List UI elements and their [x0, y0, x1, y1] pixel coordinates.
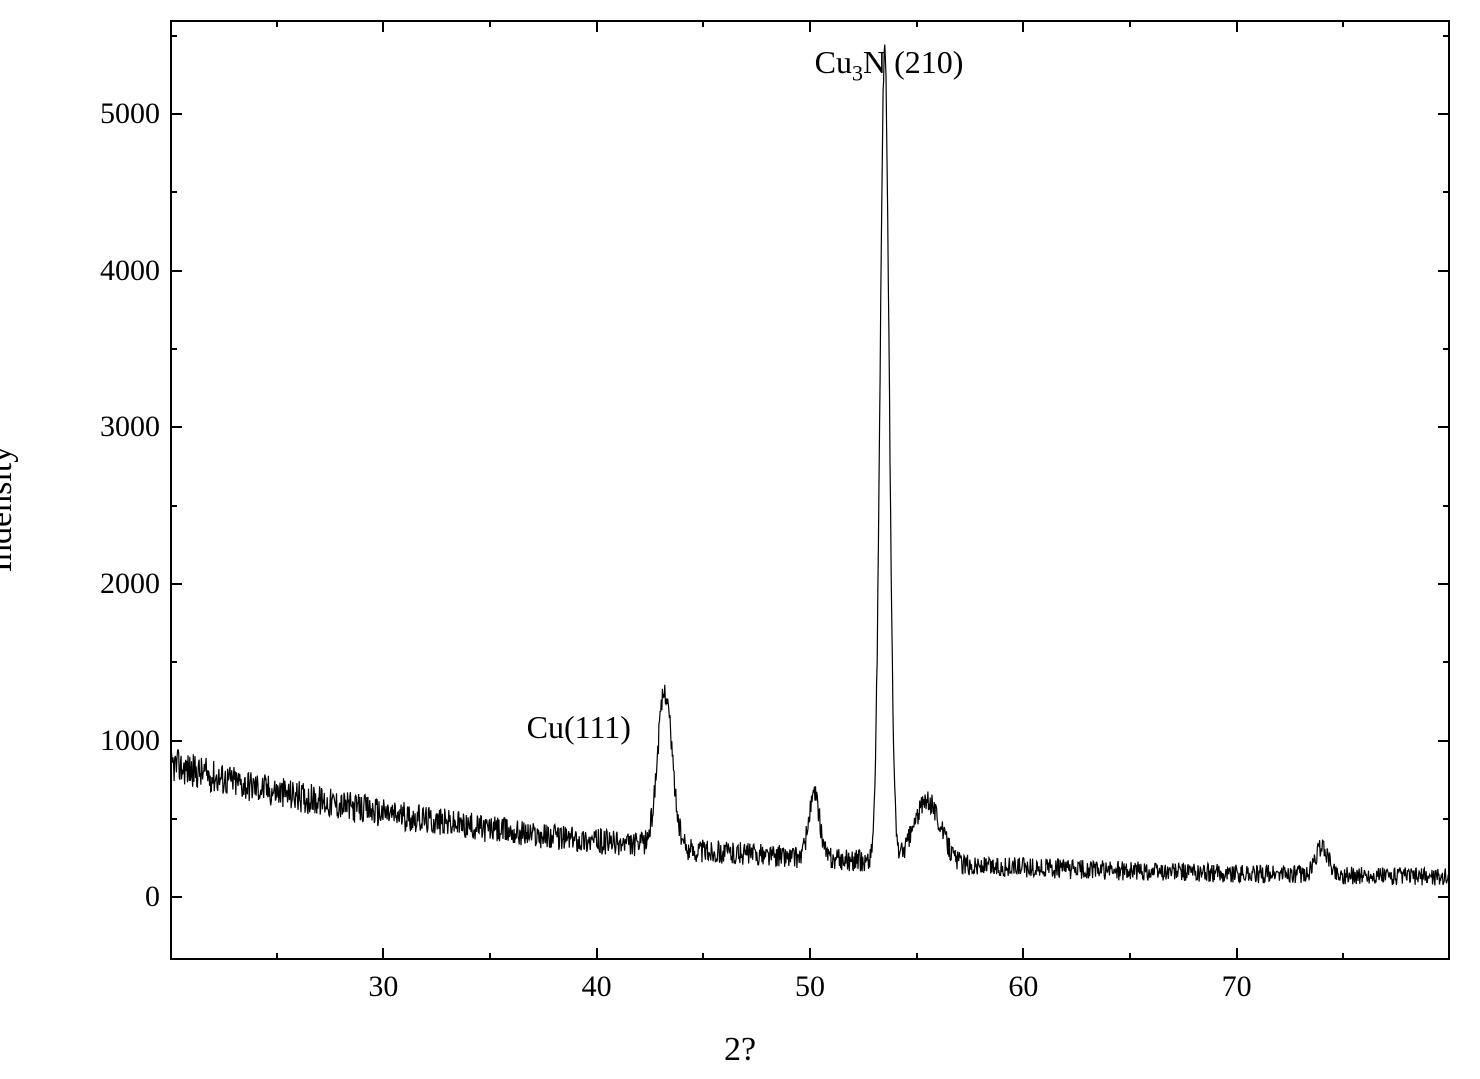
xrd-data-line [170, 20, 1450, 960]
x-tick-label: 70 [1222, 970, 1252, 1004]
y-tick-label: 0 [145, 880, 160, 914]
x-tick-label: 30 [368, 970, 398, 1004]
peak-label: Cu3N (210) [815, 44, 964, 86]
y-tick-label: 1000 [100, 724, 160, 758]
peak-label: Cu(111) [527, 709, 631, 746]
y-axis-label: Indensity [0, 446, 20, 573]
xrd-chart: Indensity 2? 0 1000 2000 3000 4000 5000 30 40 50… [0, 0, 1480, 1079]
y-tick-label: 4000 [100, 254, 160, 288]
x-axis-label: 2? [724, 1031, 756, 1069]
x-tick-label: 40 [582, 970, 612, 1004]
y-tick-label: 2000 [100, 567, 160, 601]
x-tick-label: 50 [795, 970, 825, 1004]
y-tick-label: 3000 [100, 410, 160, 444]
y-tick-label: 5000 [100, 97, 160, 131]
x-tick-label: 60 [1008, 970, 1038, 1004]
